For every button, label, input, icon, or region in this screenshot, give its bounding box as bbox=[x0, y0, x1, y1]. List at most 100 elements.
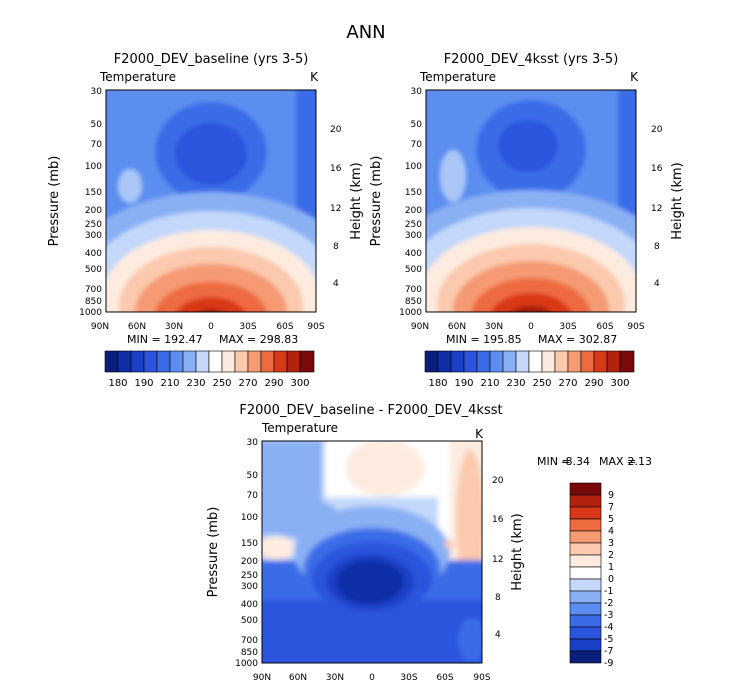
latitude-tick: 30S bbox=[400, 673, 417, 683]
colorbar-box bbox=[569, 638, 602, 652]
pressure-axis: 30 50 70 100 150 200 250 300 400 500 700… bbox=[206, 438, 258, 669]
region-1-top bbox=[345, 441, 425, 496]
panel-title: F2000_DEV_baseline (yrs 3-5) bbox=[114, 52, 309, 67]
latitude-tick: 60N bbox=[128, 322, 146, 332]
colorbar-box bbox=[437, 350, 452, 373]
colorbar-label: 0 bbox=[608, 574, 614, 585]
colorbar-label: -3 bbox=[604, 610, 613, 621]
height-axis-label: Height (km) bbox=[349, 162, 364, 239]
pressure-tick: 250 bbox=[241, 571, 258, 581]
height-tick: 4 bbox=[654, 279, 660, 289]
pressure-axis: 30 50 70 100 150 200 250 300 400 500 700… bbox=[47, 87, 102, 318]
colorbar-box bbox=[569, 602, 602, 616]
contour-field bbox=[106, 90, 316, 312]
colorbar-box bbox=[569, 518, 602, 532]
colorbar-box bbox=[273, 350, 288, 373]
colorbar-label: 300 bbox=[290, 378, 309, 389]
latitude-tick: 0 bbox=[369, 673, 375, 683]
colorbar-box bbox=[286, 350, 301, 373]
pressure-tick: 100 bbox=[405, 162, 422, 172]
height-tick: 8 bbox=[495, 593, 501, 603]
pressure-tick: 500 bbox=[405, 265, 422, 275]
colorbar-label: 2 bbox=[608, 550, 614, 561]
colorbar-label: -5 bbox=[604, 634, 613, 645]
colorbar-label: 3 bbox=[608, 538, 614, 549]
min-value: MIN = 192.47 bbox=[127, 333, 203, 346]
latitude-tick: 0 bbox=[528, 322, 534, 332]
colorbar-box bbox=[143, 350, 158, 373]
colorbar: 180 190 210 230 250 270 290 300 bbox=[424, 350, 635, 389]
pressure-tick: 300 bbox=[405, 231, 422, 241]
pressure-tick: 100 bbox=[85, 162, 102, 172]
contour-field bbox=[426, 90, 636, 312]
pressure-tick: 250 bbox=[85, 220, 102, 230]
colorbar-label: -7 bbox=[604, 646, 613, 657]
pressure-tick: 30 bbox=[247, 438, 259, 448]
units-label: K bbox=[475, 427, 484, 441]
pressure-tick: 100 bbox=[241, 513, 258, 523]
pressure-tick: 1000 bbox=[235, 659, 258, 669]
height-tick: 16 bbox=[651, 164, 663, 174]
region-300 bbox=[197, 309, 225, 312]
colorbar-label: 230 bbox=[506, 378, 525, 389]
max-value: MAX = 298.83 bbox=[219, 333, 298, 346]
panel-baseline: F2000_DEV_baseline (yrs 3-5) Temperature… bbox=[47, 52, 364, 389]
latitude-tick: 30N bbox=[485, 322, 503, 332]
pressure-axis-label: Pressure (mb) bbox=[206, 507, 221, 598]
region-290 bbox=[176, 297, 246, 312]
latitude-tick: 90S bbox=[307, 322, 324, 332]
colorbar-box bbox=[104, 350, 119, 373]
colorbar-label: 290 bbox=[264, 378, 283, 389]
colorbar-box bbox=[515, 350, 530, 373]
colorbar-box bbox=[567, 350, 582, 373]
colorbar-box bbox=[569, 494, 602, 508]
panel-difference: F2000_DEV_baseline - F2000_DEV_4ksst Tem… bbox=[206, 403, 652, 683]
colorbar-box bbox=[554, 350, 569, 373]
latitude-tick: 30N bbox=[326, 673, 344, 683]
colorbar-box bbox=[569, 566, 602, 580]
colorbar-label: 9 bbox=[608, 490, 614, 501]
region-2-dot bbox=[444, 540, 454, 548]
colorbar-label: 210 bbox=[480, 378, 499, 389]
region--7 bbox=[336, 560, 404, 604]
colorbar-label: 5 bbox=[608, 514, 614, 525]
height-tick: 8 bbox=[654, 242, 660, 252]
pressure-tick: 70 bbox=[91, 140, 103, 150]
height-tick: 4 bbox=[495, 630, 501, 640]
colorbar-box bbox=[528, 350, 543, 373]
units-label: K bbox=[310, 70, 319, 84]
latitude-tick: 90N bbox=[91, 322, 109, 332]
colorbar-label: 290 bbox=[584, 378, 603, 389]
colorbar-label: -9 bbox=[604, 658, 613, 669]
pressure-tick: 700 bbox=[405, 285, 422, 295]
latitude-tick: 0 bbox=[208, 322, 214, 332]
height-axis: 20 16 12 8 4 Height (km) bbox=[330, 125, 364, 289]
pressure-tick: 30 bbox=[91, 87, 103, 97]
pressure-tick: 300 bbox=[241, 582, 258, 592]
colorbar-label: 270 bbox=[238, 378, 257, 389]
latitude-tick: 90S bbox=[473, 673, 490, 683]
latitude-tick: 90S bbox=[627, 322, 644, 332]
height-tick: 20 bbox=[492, 476, 504, 486]
colorbar-label: -1 bbox=[604, 586, 613, 597]
colorbar-box bbox=[247, 350, 262, 373]
pressure-tick: 700 bbox=[85, 285, 102, 295]
colorbar-box bbox=[476, 350, 491, 373]
colorbar-label: -4 bbox=[604, 622, 613, 633]
colorbar-label: 190 bbox=[134, 378, 153, 389]
colorbar-box bbox=[195, 350, 210, 373]
colorbar-label: 250 bbox=[212, 378, 231, 389]
height-tick: 16 bbox=[330, 164, 342, 174]
colorbar-box bbox=[169, 350, 184, 373]
panel-4ksst: F2000_DEV_4ksst (yrs 3-5) Temperature K bbox=[369, 52, 685, 389]
variable-label: Temperature bbox=[419, 70, 496, 84]
pressure-tick: 500 bbox=[85, 265, 102, 275]
colorbar-label: 300 bbox=[610, 378, 629, 389]
pressure-tick: 50 bbox=[411, 120, 423, 130]
pressure-tick: 150 bbox=[405, 188, 422, 198]
height-tick: 20 bbox=[651, 125, 663, 135]
variable-label: Temperature bbox=[99, 70, 176, 84]
pressure-axis-label: Pressure (mb) bbox=[369, 156, 384, 247]
colorbar-box bbox=[569, 614, 602, 628]
